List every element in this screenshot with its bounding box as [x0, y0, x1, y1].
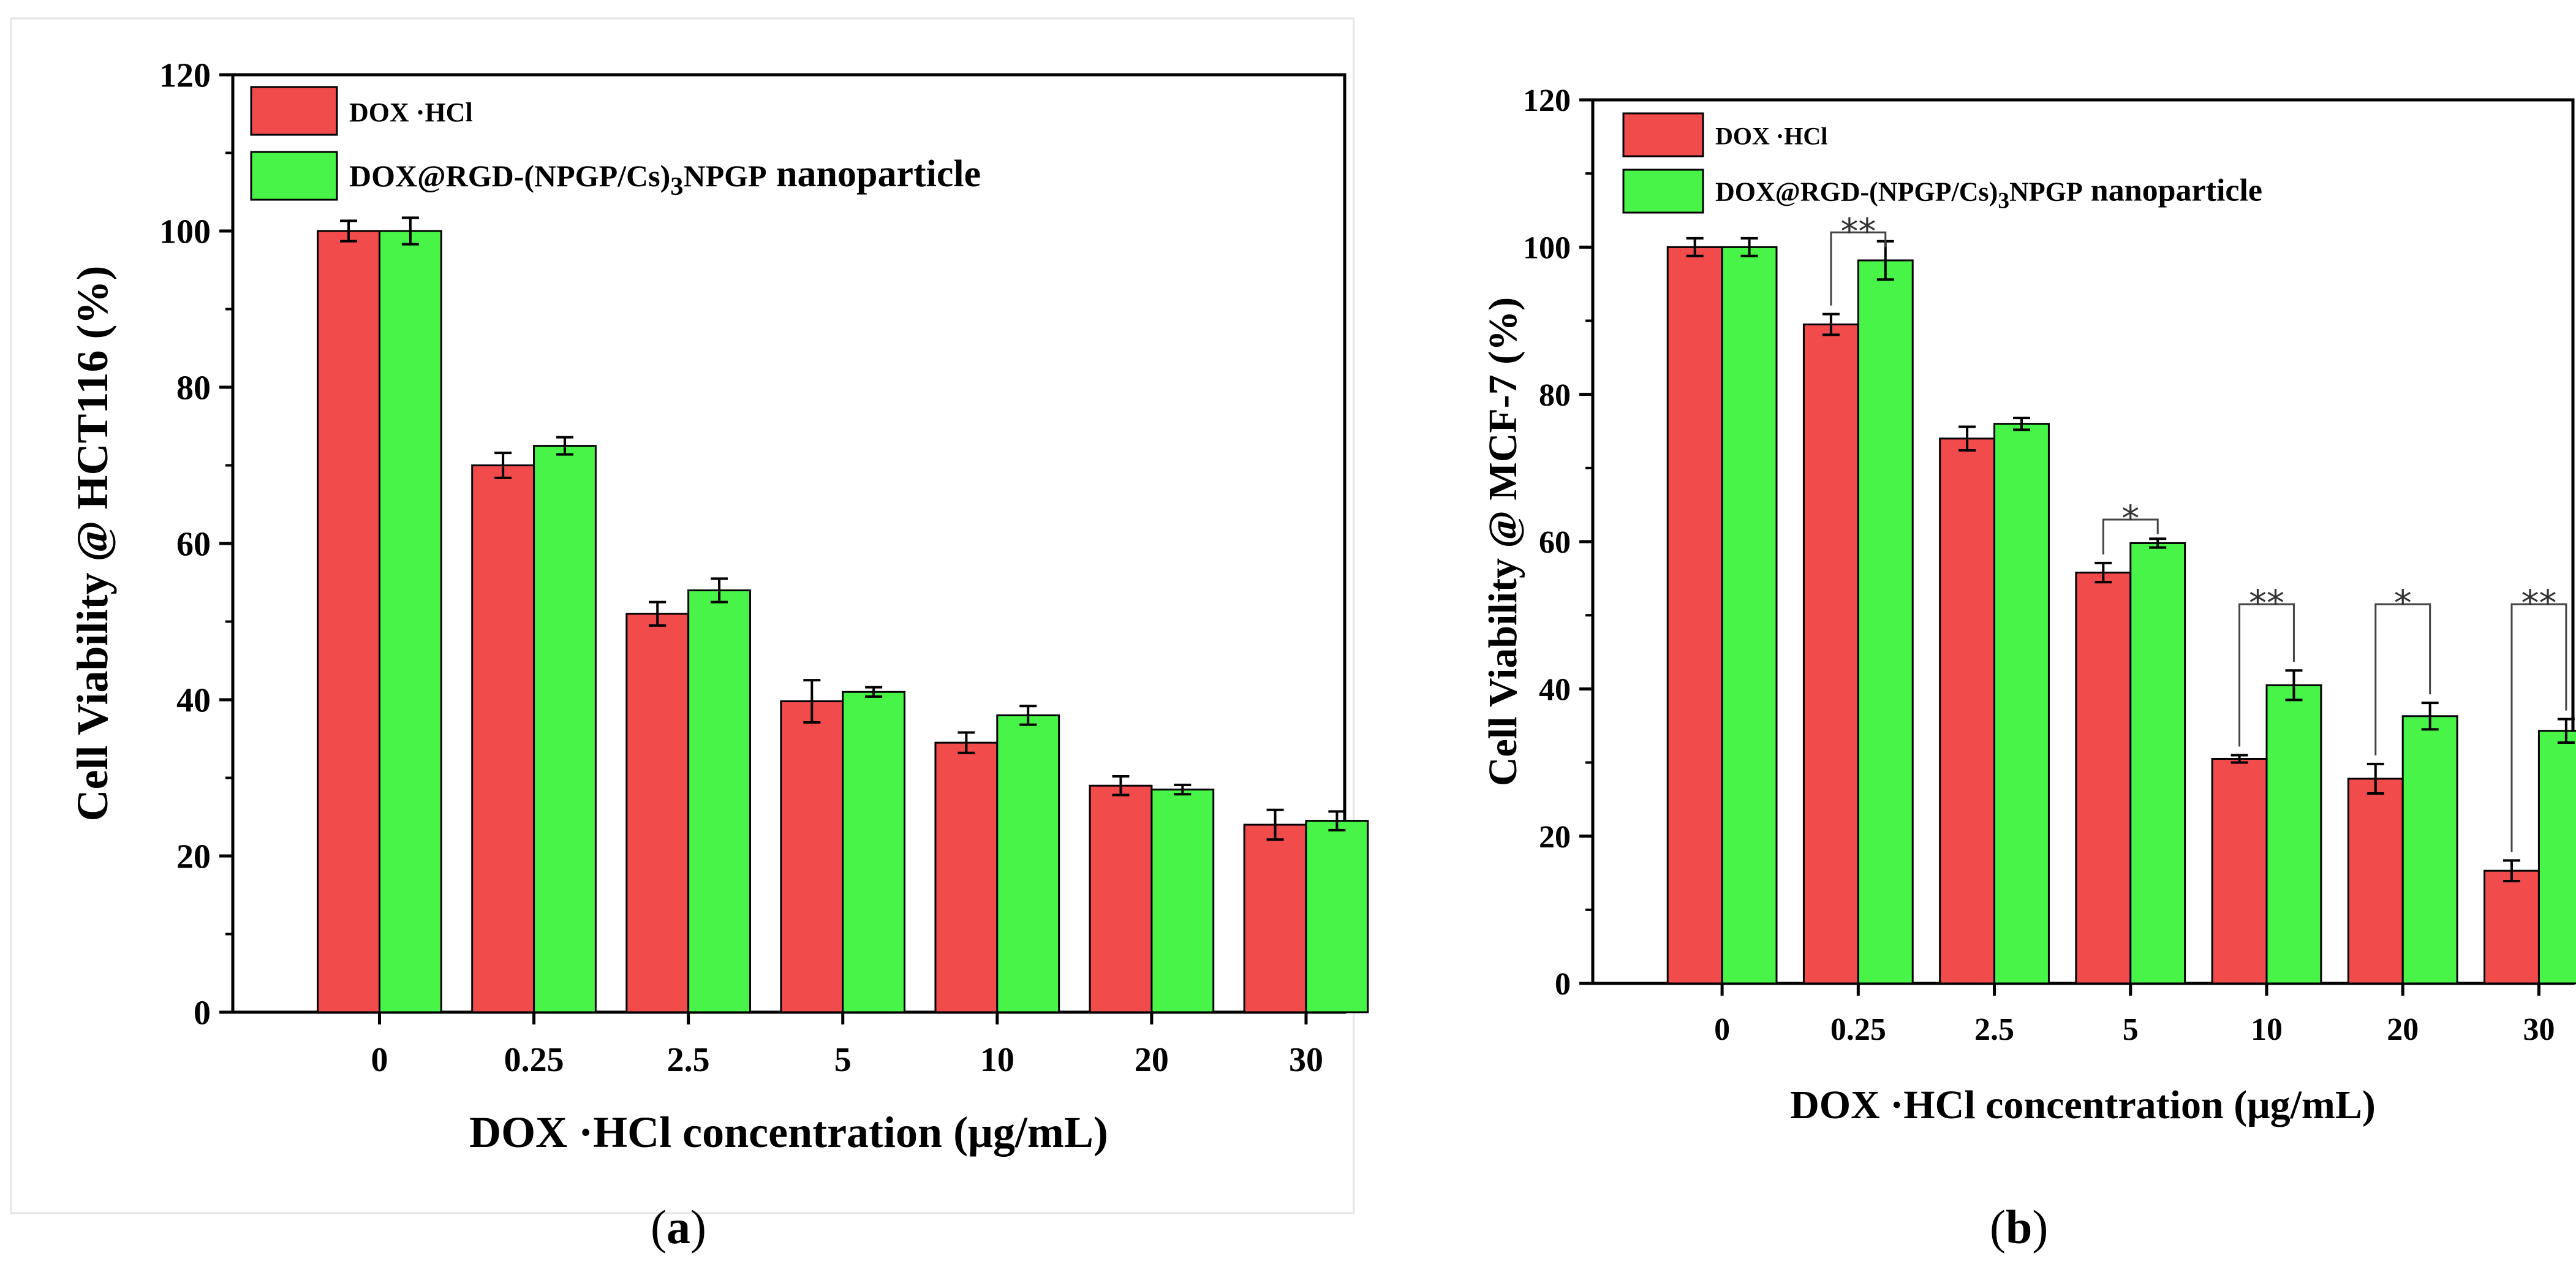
y-tick-label: 100	[159, 213, 211, 251]
bar-dox	[1802, 324, 1859, 985]
bar-dox	[471, 464, 535, 1013]
bar-nanoparticle	[2265, 684, 2322, 985]
bar-dox	[2483, 869, 2540, 985]
x-tick-label: 0.25	[504, 1041, 564, 1079]
y-tick-label: 80	[1539, 378, 1571, 413]
bar-nanoparticle	[2129, 542, 2186, 985]
y-tick-label: 80	[176, 369, 211, 407]
x-tick-label: 5	[2123, 1012, 2139, 1047]
significance-bracket	[2510, 603, 2567, 852]
y-axis-label: Cell Viability @ HCT116 (%)	[68, 266, 117, 822]
significance-label: **	[2249, 582, 2284, 624]
x-axis-label: DOX ·HCl concentration (μg/mL)	[1790, 1083, 2376, 1127]
x-tick-label: 0	[371, 1041, 388, 1079]
significance-label: *	[2121, 498, 2139, 539]
legend-label-nanoparticle: DOX@RGD-(NPGP/Cs)3NPGP nanoparticle	[349, 153, 981, 201]
y-tick-label: 120	[1523, 83, 1571, 118]
caption-b: (b)	[1990, 1200, 2049, 1254]
chart-panel-a: 0 20 40 60 80 100 120 0 0.25 2.5 5 10 20 30 DOX ·HCl c…	[68, 57, 1369, 1157]
bar-dox	[1939, 437, 1996, 985]
significance-bracket	[2102, 518, 2159, 555]
bar-nanoparticle	[842, 691, 906, 1013]
bar-nanoparticle	[1857, 259, 1914, 985]
y-tick-label: 60	[1539, 525, 1571, 560]
y-tick-label: 20	[176, 838, 211, 876]
caption-a: (a)	[651, 1200, 706, 1254]
bar-nanoparticle	[687, 589, 751, 1013]
bar-dox	[1666, 246, 1723, 985]
legend-label-dox: DOX ·HCl	[1715, 122, 1827, 150]
y-tick-label: 100	[1523, 231, 1571, 266]
bar-dox	[2211, 757, 2268, 985]
x-tick-label: 0.25	[1830, 1012, 1886, 1047]
bar-dox	[2075, 571, 2132, 985]
significance-bracket	[1830, 231, 1887, 306]
y-tick-label: 0	[194, 994, 211, 1032]
caption-a-letter: a	[666, 1200, 690, 1254]
bar-nanoparticle	[1993, 423, 2050, 985]
bar-dox	[934, 741, 999, 1013]
bar-nanoparticle	[378, 230, 442, 1013]
y-tick-label: 60	[176, 526, 211, 564]
x-axis-label: DOX ·HCl concentration (μg/mL)	[469, 1108, 1108, 1157]
x-tick-label: 10	[980, 1041, 1014, 1079]
bar-dox	[2347, 778, 2404, 985]
y-tick-label: 20	[1539, 820, 1571, 855]
bar-dox	[1243, 823, 1307, 1013]
panel-a-frame	[10, 17, 1355, 1214]
x-tick-label: 0	[1714, 1012, 1730, 1047]
y-tick-label: 40	[1539, 673, 1571, 708]
y-axis-label: Cell Viability @ MCF-7 (%)	[1481, 297, 1525, 786]
bar-nanoparticle	[1150, 789, 1215, 1013]
x-tick-label: 20	[2387, 1012, 2419, 1047]
x-tick-label: 30	[2523, 1012, 2555, 1047]
legend-label-dox: DOX ·HCl	[349, 97, 473, 127]
caption-b-letter: b	[2005, 1200, 2033, 1254]
y-tick-label: 120	[159, 57, 211, 95]
bar-dox	[1089, 784, 1153, 1013]
bar-nanoparticle	[533, 445, 597, 1013]
significance-bracket	[2238, 603, 2295, 747]
x-tick-label: 5	[834, 1041, 852, 1079]
bar-nanoparticle	[2537, 730, 2576, 985]
legend-label-nanoparticle: DOX@RGD-(NPGP/Cs)3NPGP nanoparticle	[1715, 173, 2262, 213]
bar-nanoparticle	[996, 714, 1060, 1013]
bar-dox	[317, 230, 380, 1013]
significance-label: *	[2394, 582, 2412, 624]
x-tick-label: 2.5	[1974, 1012, 2014, 1047]
significance-bracket	[2374, 603, 2431, 755]
x-tick-label: 2.5	[667, 1041, 710, 1079]
legend-swatch-dox	[250, 86, 338, 136]
significance-label: **	[1840, 210, 1876, 252]
bar-nanoparticle	[1721, 246, 1778, 985]
y-tick-label: 40	[176, 682, 211, 720]
x-tick-label: 30	[1289, 1041, 1323, 1079]
legend-swatch-nanoparticle	[250, 151, 338, 201]
x-tick-label: 10	[2251, 1012, 2283, 1047]
x-tick-label: 20	[1135, 1041, 1169, 1079]
y-tick-label: 0	[1555, 967, 1571, 1002]
significance-label: **	[2521, 582, 2556, 624]
bar-nanoparticle	[1305, 820, 1369, 1013]
bar-dox	[780, 700, 844, 1013]
legend-swatch-nanoparticle	[1622, 168, 1704, 214]
legend-swatch-dox	[1622, 112, 1704, 157]
bar-dox	[625, 613, 690, 1013]
bar-nanoparticle	[2401, 715, 2458, 985]
